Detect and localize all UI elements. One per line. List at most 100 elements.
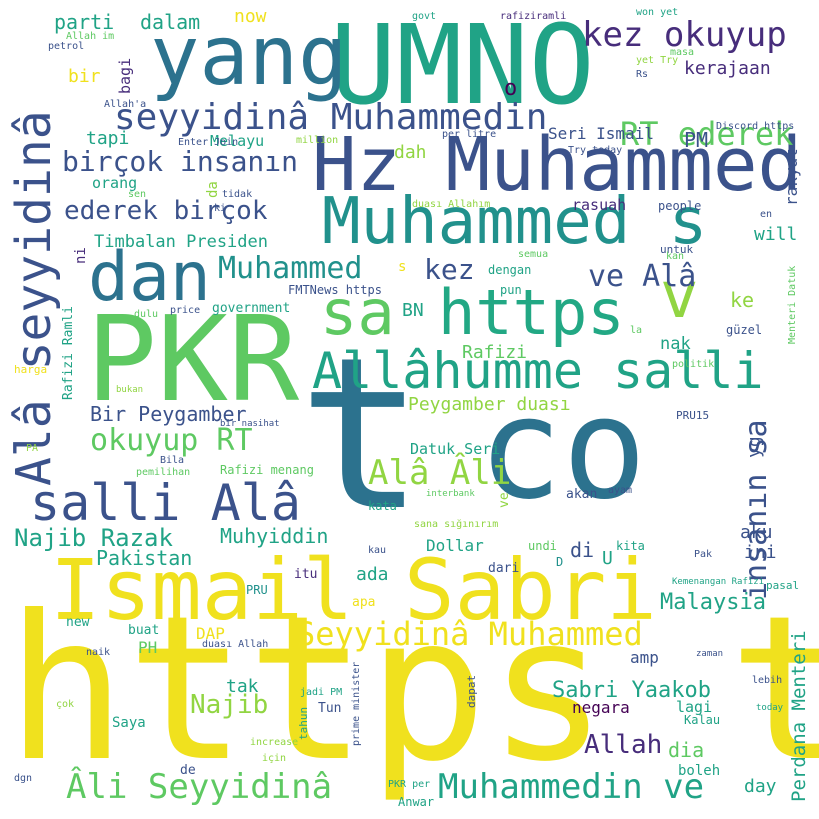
word: çok [56, 699, 75, 710]
word: people [658, 199, 702, 213]
word: Pakistan [96, 546, 193, 570]
word: Pak [694, 549, 713, 560]
word: kan [666, 251, 685, 262]
word: PRU [246, 583, 268, 597]
word: BN [402, 300, 424, 321]
word: sen [128, 189, 147, 200]
word: Rs [636, 69, 649, 80]
word: Peygamber duası [408, 394, 571, 415]
word: PKR per [388, 779, 431, 790]
word: won yet [636, 7, 679, 18]
word: new [66, 615, 90, 630]
word: bir nasihat [220, 419, 280, 429]
word: Discord https [716, 121, 795, 132]
word: sa [320, 276, 395, 349]
word: tak [226, 676, 259, 697]
word: duası Allahım [412, 199, 491, 210]
word: masa [670, 47, 695, 58]
word: will [754, 224, 798, 245]
word: ada [356, 564, 389, 585]
word: dalam [140, 10, 201, 34]
word: da [205, 181, 221, 198]
word: Datuk Seri [410, 440, 501, 458]
word: politik [672, 359, 715, 370]
word: kez okuyup [582, 15, 787, 55]
word: Try today [568, 145, 623, 156]
word: Sabri Yaakob [552, 678, 711, 703]
word: FMTNews https [288, 283, 382, 297]
word: bukan [116, 385, 144, 395]
word: RT ederek [620, 115, 794, 153]
word: yang [150, 9, 348, 104]
word: buat [128, 623, 160, 638]
word: için [262, 753, 287, 764]
word: pasal [766, 579, 800, 592]
word: interbank [426, 489, 475, 499]
word: Enter Join [178, 137, 239, 148]
word: pun [500, 283, 522, 297]
word: day [744, 776, 777, 797]
word: Muhyiddin [220, 524, 329, 548]
word: Tun [318, 701, 342, 716]
word: dengan [488, 263, 532, 277]
word: Bir Peygamber [90, 402, 247, 426]
word: dari [488, 561, 520, 576]
word: jadi PM [300, 687, 343, 698]
word: Seri Ismail [548, 124, 654, 143]
word: ve [497, 492, 512, 508]
word: price [170, 305, 201, 316]
word: Melayu [210, 132, 265, 150]
word: co [478, 368, 647, 531]
word: prime minister [351, 661, 362, 746]
word: D [556, 555, 564, 569]
word: Perdana Menteri [788, 630, 810, 802]
word: lagi [676, 698, 713, 716]
word: Ismail Sabri [50, 541, 657, 639]
word: ederek birçok [64, 196, 268, 226]
word: nak [660, 334, 691, 354]
word: rakyat [782, 148, 801, 206]
word: semua [518, 249, 549, 260]
word: U [602, 548, 613, 569]
word: akan [566, 487, 598, 502]
word: Najib Razak [14, 524, 173, 552]
word: bir [68, 66, 101, 87]
word: PKR [86, 290, 300, 428]
word: sana sığınırım [414, 519, 499, 530]
word: okuyup RT [90, 423, 253, 458]
word: Muhammed [218, 251, 363, 286]
word: petrol [48, 41, 85, 52]
word: undi [528, 539, 557, 553]
word: o [504, 76, 518, 101]
word: untuk [660, 243, 694, 256]
word: parti [54, 10, 115, 34]
word: seyyidinâ Muhammedin [114, 97, 548, 138]
word: https t [6, 573, 819, 806]
word: Najib [190, 690, 269, 720]
word: v [660, 259, 699, 333]
word: itu [294, 567, 318, 582]
word: ayam [608, 485, 633, 496]
word: rasuah [572, 196, 627, 214]
word: Allah im [66, 31, 115, 42]
word: Muhammedin ve [438, 767, 705, 807]
word: boleh [678, 763, 721, 779]
word: s [398, 259, 407, 275]
word: PM [684, 128, 709, 152]
word: de [180, 763, 196, 778]
word: pemilihan [136, 467, 191, 478]
word: Kemenangan Rafizi [672, 577, 765, 587]
word: aku [740, 522, 773, 543]
word: million [296, 135, 339, 146]
word: naik [86, 647, 111, 658]
word: Timbalan Presiden [94, 232, 268, 252]
word: Alâ seyyidinâ [6, 110, 62, 486]
word: government [212, 301, 291, 316]
word: today [756, 703, 784, 713]
word: bagi [116, 57, 134, 94]
word: dah [394, 142, 427, 163]
word: ni [73, 247, 89, 264]
word: Rafizi Ramli [61, 306, 76, 400]
word: Kalau [684, 713, 721, 727]
word: per litre [442, 129, 497, 140]
